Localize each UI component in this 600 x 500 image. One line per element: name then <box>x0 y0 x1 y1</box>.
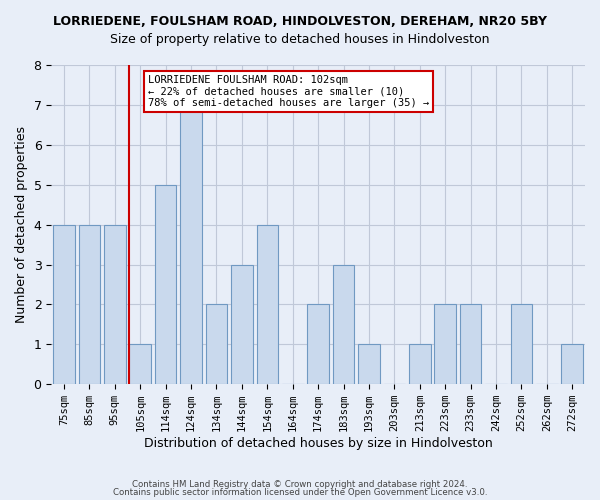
Text: LORRIEDENE, FOULSHAM ROAD, HINDOLVESTON, DEREHAM, NR20 5BY: LORRIEDENE, FOULSHAM ROAD, HINDOLVESTON,… <box>53 15 547 28</box>
Text: Contains HM Land Registry data © Crown copyright and database right 2024.: Contains HM Land Registry data © Crown c… <box>132 480 468 489</box>
Bar <box>257 224 278 384</box>
Bar <box>460 304 481 384</box>
X-axis label: Distribution of detached houses by size in Hindolveston: Distribution of detached houses by size … <box>144 437 493 450</box>
Bar <box>562 344 583 384</box>
Bar <box>434 304 456 384</box>
Bar <box>307 304 329 384</box>
Bar <box>206 304 227 384</box>
Bar <box>130 344 151 384</box>
Bar <box>155 184 176 384</box>
Bar <box>104 224 125 384</box>
Bar <box>358 344 380 384</box>
Bar <box>231 264 253 384</box>
Y-axis label: Number of detached properties: Number of detached properties <box>15 126 28 323</box>
Text: Contains public sector information licensed under the Open Government Licence v3: Contains public sector information licen… <box>113 488 487 497</box>
Bar <box>511 304 532 384</box>
Bar <box>409 344 431 384</box>
Text: LORRIEDENE FOULSHAM ROAD: 102sqm
← 22% of detached houses are smaller (10)
78% o: LORRIEDENE FOULSHAM ROAD: 102sqm ← 22% o… <box>148 75 429 108</box>
Bar <box>79 224 100 384</box>
Bar <box>53 224 75 384</box>
Bar <box>333 264 355 384</box>
Text: Size of property relative to detached houses in Hindolveston: Size of property relative to detached ho… <box>110 32 490 46</box>
Bar <box>180 105 202 384</box>
